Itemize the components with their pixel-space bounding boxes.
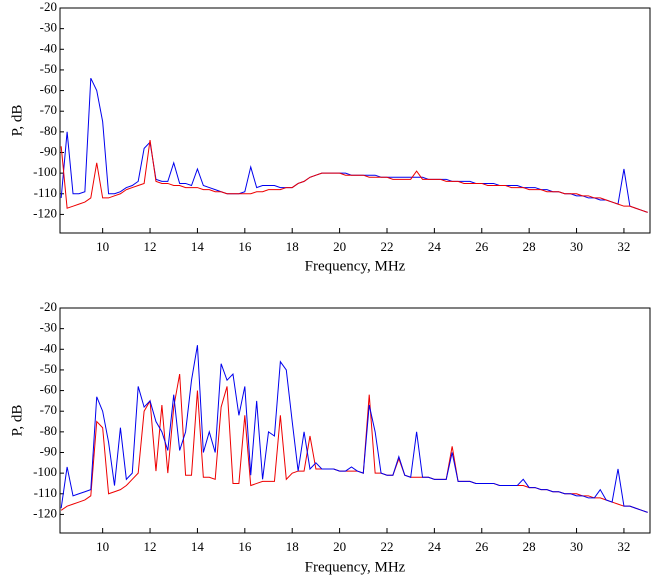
x-tick-label: 20 — [333, 239, 346, 254]
y-tick-label: -90 — [40, 443, 57, 458]
plot-frame — [59, 307, 651, 534]
y-tick-label: -90 — [40, 143, 57, 158]
y-tick-label: -110 — [34, 185, 57, 200]
x-tick-label: 28 — [523, 239, 536, 254]
y-tick-label: -60 — [40, 82, 57, 97]
y-tick-label: -30 — [40, 320, 57, 335]
y-tick-label: -70 — [40, 402, 57, 417]
x-tick-label: 18 — [286, 539, 299, 554]
y-tick-label: -20 — [40, 299, 57, 314]
x-tick-label: 32 — [617, 239, 630, 254]
y-axis-title: P, dB — [9, 405, 25, 437]
y-tick-label: -30 — [40, 20, 57, 35]
y-tick-label: -120 — [33, 505, 57, 520]
x-tick-label: 18 — [286, 239, 299, 254]
plot-frame — [59, 7, 651, 234]
y-tick-label: -80 — [40, 123, 57, 138]
y-tick-label: -100 — [33, 464, 57, 479]
x-axis-title: Frequency, MHz — [305, 559, 406, 575]
x-tick-label: 28 — [523, 539, 536, 554]
x-tick-label: 30 — [570, 539, 583, 554]
x-tick-label: 20 — [333, 539, 346, 554]
x-tick-label: 14 — [191, 239, 205, 254]
x-tick-label: 16 — [238, 239, 252, 254]
x-tick-label: 30 — [570, 239, 583, 254]
x-tick-label: 10 — [96, 239, 109, 254]
x-tick-label: 24 — [428, 239, 442, 254]
x-tick-label: 32 — [617, 539, 630, 554]
x-tick-label: 12 — [144, 539, 157, 554]
x-tick-label: 22 — [380, 539, 393, 554]
y-tick-label: -50 — [40, 61, 57, 76]
y-axis-title: P, dB — [9, 105, 25, 137]
y-tick-label: -80 — [40, 423, 57, 438]
spectrum-line — [60, 345, 648, 513]
x-tick-label: 12 — [144, 239, 157, 254]
x-tick-label: 22 — [380, 239, 393, 254]
y-tick-label: -40 — [40, 340, 57, 355]
y-tick-label: -40 — [40, 40, 57, 55]
x-tick-label: 26 — [475, 539, 489, 554]
x-tick-label: 24 — [428, 539, 442, 554]
x-axis-title: Frequency, MHz — [305, 258, 406, 274]
x-tick-label: 14 — [191, 539, 205, 554]
y-tick-label: -120 — [33, 205, 57, 220]
spectrum-line — [60, 140, 648, 213]
x-tick-label: 10 — [96, 539, 109, 554]
y-tick-label: -20 — [40, 0, 57, 14]
y-tick-label: -50 — [40, 361, 57, 376]
y-tick-label: -60 — [40, 382, 57, 397]
x-tick-label: 26 — [475, 239, 489, 254]
y-tick-label: -70 — [40, 102, 57, 117]
y-tick-label: -110 — [34, 485, 57, 500]
x-tick-label: 16 — [238, 539, 252, 554]
y-tick-label: -100 — [33, 164, 57, 179]
